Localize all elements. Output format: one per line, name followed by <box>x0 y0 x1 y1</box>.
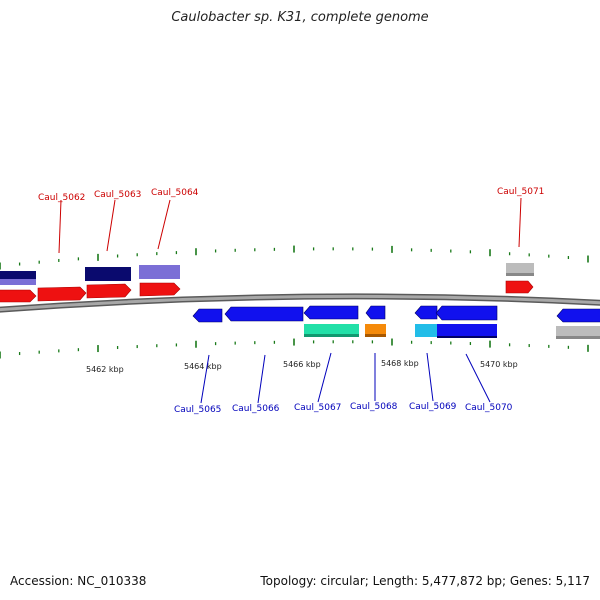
gene-arrow-forward[interactable] <box>139 282 181 297</box>
axis-labels: 5462 kbp 5464 kbp 5466 kbp 5468 kbp 5470… <box>86 359 518 374</box>
feature-cyan[interactable] <box>415 324 437 337</box>
map-title: Caulobacter sp. K31, complete genome <box>171 10 429 25</box>
reverse-strand-features <box>192 305 600 339</box>
bottom-gene-labels: Caul_5065 Caul_5066 Caul_5067 Caul_5068 … <box>174 352 513 415</box>
feature-navy-3[interactable] <box>437 324 497 338</box>
gene-arrow-forward[interactable] <box>86 283 132 299</box>
gene-label-caul-5065[interactable]: Caul_5065 <box>174 405 221 415</box>
gene-arrow-reverse[interactable] <box>435 305 498 321</box>
gene-label-caul-5071[interactable]: Caul_5071 <box>497 187 544 197</box>
feature-navy-2[interactable] <box>85 267 131 281</box>
genome-summary-text: Topology: circular; Length: 5,477,872 bp… <box>260 574 590 588</box>
feature-navy-1[interactable] <box>0 271 36 281</box>
forward-strand-features <box>0 263 534 303</box>
gene-arrow-forward[interactable] <box>0 289 37 303</box>
gene-label-caul-5067[interactable]: Caul_5067 <box>294 403 341 413</box>
axis-tick-label: 5466 kbp <box>283 360 321 369</box>
axis-tick-label: 5464 kbp <box>184 362 222 371</box>
feature-gray-1[interactable] <box>506 263 534 276</box>
outer-tick-ring <box>0 245 589 270</box>
feature-orange[interactable] <box>365 324 386 336</box>
accession-text: Accession: NC_010338 <box>10 574 147 588</box>
feature-lavender-2[interactable] <box>139 265 180 279</box>
axis-tick-label: 5462 kbp <box>86 365 124 374</box>
gene-label-caul-5066[interactable]: Caul_5066 <box>232 404 280 414</box>
gene-label-caul-5063[interactable]: Caul_5063 <box>94 190 141 200</box>
gene-label-caul-5070[interactable]: Caul_5070 <box>465 403 513 413</box>
genome-backbone <box>0 293 600 313</box>
top-gene-labels: Caul_5062 Caul_5063 Caul_5064 Caul_5071 <box>38 187 544 254</box>
gene-arrow-reverse[interactable] <box>556 308 600 323</box>
gene-arrow-reverse[interactable] <box>192 308 223 323</box>
gene-arrow-forward[interactable] <box>505 280 534 294</box>
gene-label-caul-5062[interactable]: Caul_5062 <box>38 193 85 203</box>
gene-label-caul-5064[interactable]: Caul_5064 <box>151 188 199 198</box>
feature-teal[interactable] <box>304 324 359 336</box>
axis-tick-label: 5470 kbp <box>480 360 518 369</box>
feature-lavender-1[interactable] <box>0 279 36 285</box>
gene-arrow-reverse[interactable] <box>303 305 359 320</box>
axis-tick-label: 5468 kbp <box>381 359 419 368</box>
gene-label-caul-5068[interactable]: Caul_5068 <box>350 402 398 412</box>
gene-arrow-reverse[interactable] <box>414 305 438 320</box>
feature-gray-2[interactable] <box>556 326 600 338</box>
inner-tick-ring <box>0 338 589 359</box>
gene-arrow-reverse[interactable] <box>365 305 386 320</box>
gene-arrow-forward[interactable] <box>37 286 87 302</box>
gene-label-caul-5069[interactable]: Caul_5069 <box>409 402 457 412</box>
gene-arrow-reverse[interactable] <box>224 306 304 322</box>
